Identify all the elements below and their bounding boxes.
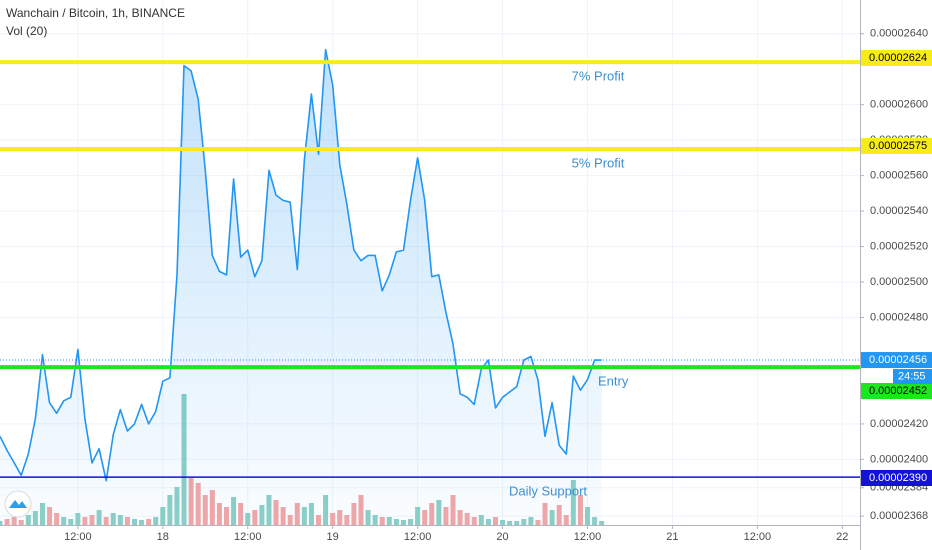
countdown-label: 24:55	[898, 370, 926, 382]
x-tick-label: 19	[327, 531, 339, 543]
y-tick-label: 0.00002480	[870, 311, 928, 323]
price-line	[0, 48, 602, 482]
x-tick-label: 12:00	[744, 531, 772, 543]
y-tick-label: 0.00002500	[870, 276, 928, 288]
level-annotation: Daily Support	[509, 484, 587, 499]
y-tick-label: 0.00002600	[870, 99, 928, 111]
level-price-label: 0.00002624	[869, 52, 927, 64]
x-tick-label: 12:00	[574, 531, 602, 543]
x-tick-label: 12:00	[404, 531, 432, 543]
last-price-tag	[861, 352, 932, 369]
level-price-label: 0.00002452	[869, 385, 927, 397]
x-tick-label: 12:00	[234, 531, 262, 543]
level-annotation: Entry	[598, 374, 629, 389]
y-tick-label: 0.00002520	[870, 240, 928, 252]
level-price-tag	[861, 138, 932, 154]
level-annotation: 5% Profit	[572, 155, 625, 170]
level-annotation: 7% Profit	[572, 69, 625, 84]
x-tick-label: 22	[836, 531, 848, 543]
y-tick-label: 0.00002400	[870, 453, 928, 465]
y-tick-label: 0.00002560	[870, 169, 928, 181]
last-price-label: 0.00002456	[869, 354, 927, 366]
price-area	[0, 49, 602, 525]
y-tick-label: 0.00002640	[870, 28, 928, 40]
countdown-tag	[893, 369, 932, 385]
level-price-tag	[861, 383, 932, 399]
indicator-label: Vol (20)	[6, 24, 47, 38]
x-tick-label: 18	[157, 531, 169, 543]
level-price-label: 0.00002390	[869, 472, 927, 484]
y-tick-label: 0.00002368	[870, 510, 928, 522]
x-tick-label: 12:00	[64, 531, 92, 543]
level-price-label: 0.00002575	[869, 140, 927, 152]
chart-title: Wanchain / Bitcoin, 1h, BINANCE	[6, 6, 185, 20]
volume-bar	[599, 521, 605, 525]
x-tick-label: 20	[496, 531, 508, 543]
level-price-tag	[861, 470, 932, 486]
x-tick-label: 21	[666, 531, 678, 543]
y-tick-label: 0.00002540	[870, 205, 928, 217]
y-tick-label: 0.00002420	[870, 418, 928, 430]
logo[interactable]	[4, 490, 32, 518]
level-price-tag	[861, 50, 932, 66]
